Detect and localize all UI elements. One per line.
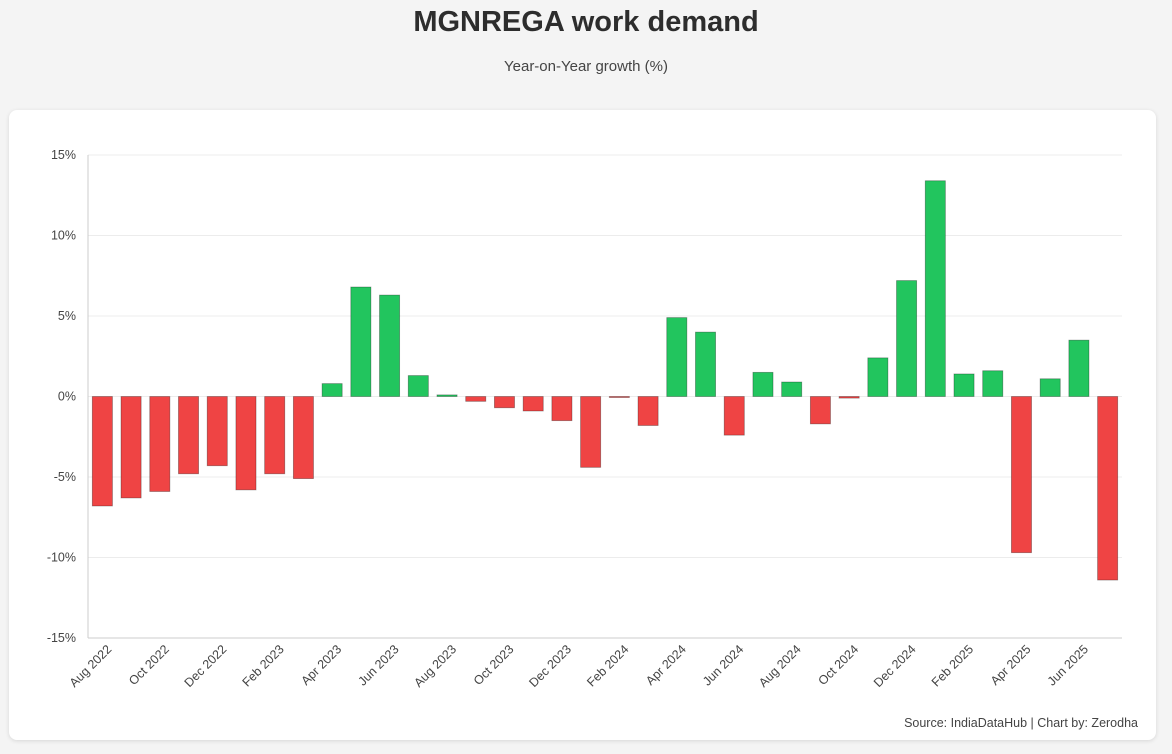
x-tick-label: Feb 2024 [584, 642, 631, 689]
y-tick-label: 10% [51, 229, 76, 243]
x-tick-label: Dec 2023 [526, 642, 574, 690]
x-tick-label: Jun 2025 [1045, 642, 1091, 688]
bar-layer: Aug 2022: -6.8% Sep 2022: -6.3% Oct 2022: … [91, 180, 1119, 581]
chart-subtitle: Year-on-Year growth (%) [504, 58, 668, 75]
y-tick-label: 15% [51, 148, 76, 162]
x-tick-label: Aug 2023 [411, 642, 459, 690]
bar: Feb 2025: 1.4% [953, 373, 975, 397]
bar: Oct 2022: -5.9% [149, 396, 171, 492]
bar: Mar 2024: -1.8% [637, 396, 659, 426]
bar: Jul 2024: 1.5% [752, 371, 774, 397]
y-tick-label: -15% [47, 631, 76, 645]
bar: Dec 2023: -1.5% [551, 396, 573, 422]
bar: Sep 2024: -1.7% [809, 396, 831, 425]
bar: Jul 2025: -11.4% [1097, 396, 1119, 581]
bar: Aug 2023: 0.1% [436, 394, 458, 397]
bar: Dec 2024: 7.2% [896, 280, 918, 397]
bar: Mar 2023: -5.1% [292, 396, 314, 480]
x-tick-label: Apr 2025 [988, 642, 1034, 688]
x-tick-label: Apr 2023 [298, 642, 344, 688]
bar: Nov 2022: -4.8% [178, 396, 199, 475]
y-tick-label: 5% [58, 309, 76, 323]
x-tick-label: Dec 2022 [182, 642, 230, 690]
bar: Oct 2023: -0.7% [494, 396, 515, 409]
bar: Sep 2023: -0.3% [465, 396, 487, 402]
bar: Mar 2025: 1.6% [982, 370, 1004, 397]
x-tick-label: Aug 2024 [756, 642, 804, 690]
y-tick-label: -5% [54, 470, 76, 484]
x-tick-label: Apr 2024 [643, 642, 689, 688]
x-tick-label: Jun 2024 [700, 642, 746, 688]
x-tick-label: Feb 2025 [929, 642, 976, 689]
x-tick-label: Aug 2022 [67, 642, 115, 690]
x-tick-label: Oct 2024 [815, 642, 861, 688]
x-tick-label: Oct 2023 [471, 642, 517, 688]
bar: Nov 2023: -0.9% [522, 396, 544, 412]
bar: Jan 2024: -4.4% [580, 396, 602, 468]
bar: Dec 2022: -4.3% [206, 396, 228, 467]
x-tick-label: Feb 2023 [240, 642, 287, 689]
y-tick-label: 0% [58, 390, 76, 404]
bar: Jan 2025: 13.4% [924, 180, 946, 397]
bar: Feb 2024: -0.05% [608, 396, 630, 398]
source-note: Source: IndiaDataHub | Chart by: Zerodha [904, 716, 1138, 730]
bar: Nov 2024: 2.4% [867, 357, 889, 397]
bar: Jan 2023: -5.8% [235, 396, 257, 491]
bar: Apr 2025: -9.7% [1011, 396, 1032, 554]
x-tick-label: Jun 2023 [355, 642, 401, 688]
bar: Jul 2023: 1.3% [407, 375, 429, 397]
y-tick-label: -10% [47, 551, 76, 565]
bar: May 2023: 6.8% [350, 286, 372, 397]
bar: Aug 2024: 0.9% [781, 381, 803, 397]
bar: Apr 2023: 0.8% [321, 383, 343, 397]
x-tick-label: Dec 2024 [871, 642, 919, 690]
bar: May 2025: 1.1% [1039, 378, 1061, 397]
bar: May 2024: 4% [695, 331, 716, 397]
bar: Aug 2022: -6.8% [91, 396, 113, 507]
bar: Jun 2024: -2.4% [723, 396, 745, 436]
x-tick-label: Oct 2022 [126, 642, 172, 688]
bar: Jun 2023: 6.3% [379, 294, 401, 397]
bar: Sep 2022: -6.3% [120, 396, 142, 499]
chart-title: MGNREGA work demand [413, 6, 759, 38]
bar: Oct 2024: -0.1% [838, 396, 860, 399]
bar: Jun 2025: 3.5% [1068, 339, 1090, 397]
bar: Feb 2023: -4.8% [264, 396, 286, 475]
bar: Apr 2024: 4.9% [666, 317, 688, 397]
